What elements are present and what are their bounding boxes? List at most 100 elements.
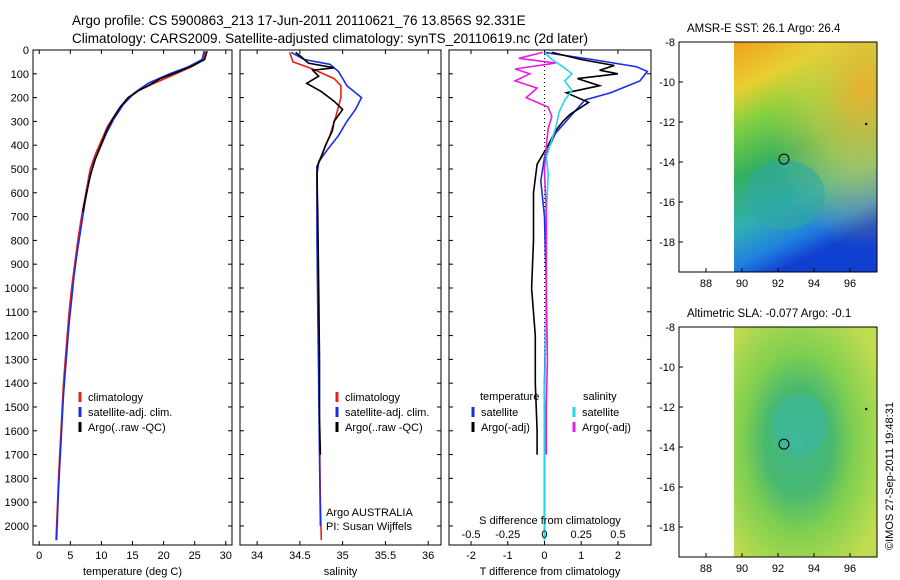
y-tick-label: 100 (11, 69, 29, 81)
series-line-1-1 (290, 51, 363, 527)
y-tick-label: 1300 (5, 354, 29, 366)
y-tick-label: 700 (11, 212, 29, 224)
diff-legend-label: Argo(-adj) (481, 422, 530, 434)
map-x-tick-label: 94 (808, 563, 820, 575)
y-tick-label: 1200 (5, 331, 29, 343)
map-x-tick-label: 92 (772, 278, 784, 290)
y-tick-label: 400 (11, 140, 29, 152)
y-tick-label: 900 (11, 259, 29, 271)
series-line-1-2 (295, 51, 344, 455)
x-tick-label: 35 (337, 550, 349, 562)
legend-label: satellite-adj. clim. (88, 407, 172, 419)
y-tick-label: 500 (11, 164, 29, 176)
y-tick-label: 1800 (5, 473, 29, 485)
island-marker-4 (865, 407, 868, 411)
x-tick-label: 20 (157, 550, 169, 562)
x-tick-label: 1 (578, 550, 584, 562)
s-tick-label: -0.5 (462, 529, 481, 541)
x-axis-label: T difference from climatology (480, 566, 621, 578)
y-tick-label: 1900 (5, 497, 29, 509)
map-x-tick-label: 96 (844, 278, 856, 290)
diff-legend-label: Argo(-adj) (582, 422, 631, 434)
y-tick-label: 300 (11, 116, 29, 128)
x-tick-label: -2 (466, 550, 476, 562)
s-tick-label: 0.5 (610, 529, 625, 541)
x-tick-label: 10 (95, 550, 107, 562)
sst-map-title: AMSR-E SST: 26.1 Argo: 26.4 (687, 23, 841, 35)
y-tick-label: 1700 (5, 450, 29, 462)
map-y-tick-label: -14 (659, 442, 675, 454)
map-y-tick-label: -10 (659, 77, 675, 89)
y-tick-label: 0 (23, 45, 29, 57)
plot-frame-0 (32, 49, 233, 546)
s-tick-label: -0.25 (495, 529, 520, 541)
map-y-tick-label: -16 (659, 197, 675, 209)
x-tick-label: -1 (503, 550, 513, 562)
y-tick-label: 1400 (5, 378, 29, 390)
map-y-tick-label: -12 (659, 117, 675, 129)
plot-layer: 0 5 10 15 20 25 300100200300400500600700800900… (5, 37, 878, 578)
s-axis-label: S difference from climatology (479, 515, 621, 527)
legend-label: Argo(..raw -QC) (88, 422, 166, 434)
series-line-2-1 (530, 51, 619, 455)
sst-cool-patch (745, 160, 825, 230)
x-axis-label: salinity (324, 566, 358, 578)
legend-label: satellite-adj. clim. (345, 407, 429, 419)
plot-frame-1 (239, 49, 442, 546)
x-tick-label: 2 (615, 550, 621, 562)
y-tick-label: 800 (11, 235, 29, 247)
x-tick-label: 0 (36, 550, 42, 562)
diff-legend-label: satellite (481, 407, 518, 419)
s-tick-label: 0 (541, 529, 547, 541)
y-tick-label: 2000 (5, 521, 29, 533)
annotation: PI: Susan Wijffels (326, 521, 412, 533)
x-tick-label: 30 (220, 550, 232, 562)
series-line-0-0 (55, 51, 207, 541)
series-line-2-2 (543, 51, 574, 541)
map-x-tick-label: 90 (736, 563, 748, 575)
legend-label: climatology (345, 392, 401, 404)
x-tick-label: 0 (541, 550, 547, 562)
legend-heading-temperature: temperature (480, 391, 539, 403)
sst-map (734, 42, 877, 272)
map-x-tick-label: 92 (772, 563, 784, 575)
y-tick-label: 1100 (5, 307, 29, 319)
map-y-tick-label: -16 (659, 482, 675, 494)
map-y-tick-label: -18 (659, 522, 675, 534)
map-x-tick-label: 94 (808, 278, 820, 290)
legend-label: climatology (88, 392, 144, 404)
y-tick-label: 1600 (5, 426, 29, 438)
y-tick-label: 600 (11, 188, 29, 200)
x-tick-label: 5 (67, 550, 73, 562)
map-y-tick-label: -18 (659, 237, 675, 249)
map-y-tick-label: -12 (659, 402, 675, 414)
argo-position-marker-4 (778, 438, 790, 450)
island-marker-3 (865, 122, 868, 126)
x-tick-label: 34 (251, 550, 263, 562)
series-line-0-2 (82, 50, 208, 212)
imos-stamp: ©IMOS 27-Sep-2011 19:48:31 (884, 402, 896, 550)
map-y-tick-label: -8 (665, 322, 675, 334)
legend-label: Argo(..raw -QC) (345, 422, 423, 434)
diff-legend-label: satellite (582, 407, 619, 419)
sla-eddy (772, 395, 828, 455)
map-x-tick-label: 90 (736, 278, 748, 290)
sla-map (734, 327, 877, 557)
header-line2: Climatology: CARS2009. Satellite-adjuste… (72, 31, 588, 46)
map-y-tick-label: -8 (665, 37, 675, 49)
map-x-tick-label: 88 (700, 278, 712, 290)
annotation: Argo AUSTRALIA (326, 507, 413, 519)
map-x-tick-label: 96 (844, 563, 856, 575)
x-tick-label: 35.5 (375, 550, 396, 562)
x-tick-label: 34.5 (289, 550, 310, 562)
sla-map-title: Altimetric SLA: -0.077 Argo: -0.1 (687, 308, 851, 320)
map-x-tick-label: 88 (700, 563, 712, 575)
series-line-2-3 (512, 51, 556, 455)
y-tick-label: 1000 (5, 283, 29, 295)
y-tick-label: 200 (11, 93, 29, 105)
header-line1: Argo profile: CS 5900863_213 17-Jun-2011… (72, 13, 526, 28)
sst-heatmap-warm (734, 42, 877, 272)
map-y-tick-label: -10 (659, 362, 675, 374)
x-tick-label: 15 (126, 550, 138, 562)
